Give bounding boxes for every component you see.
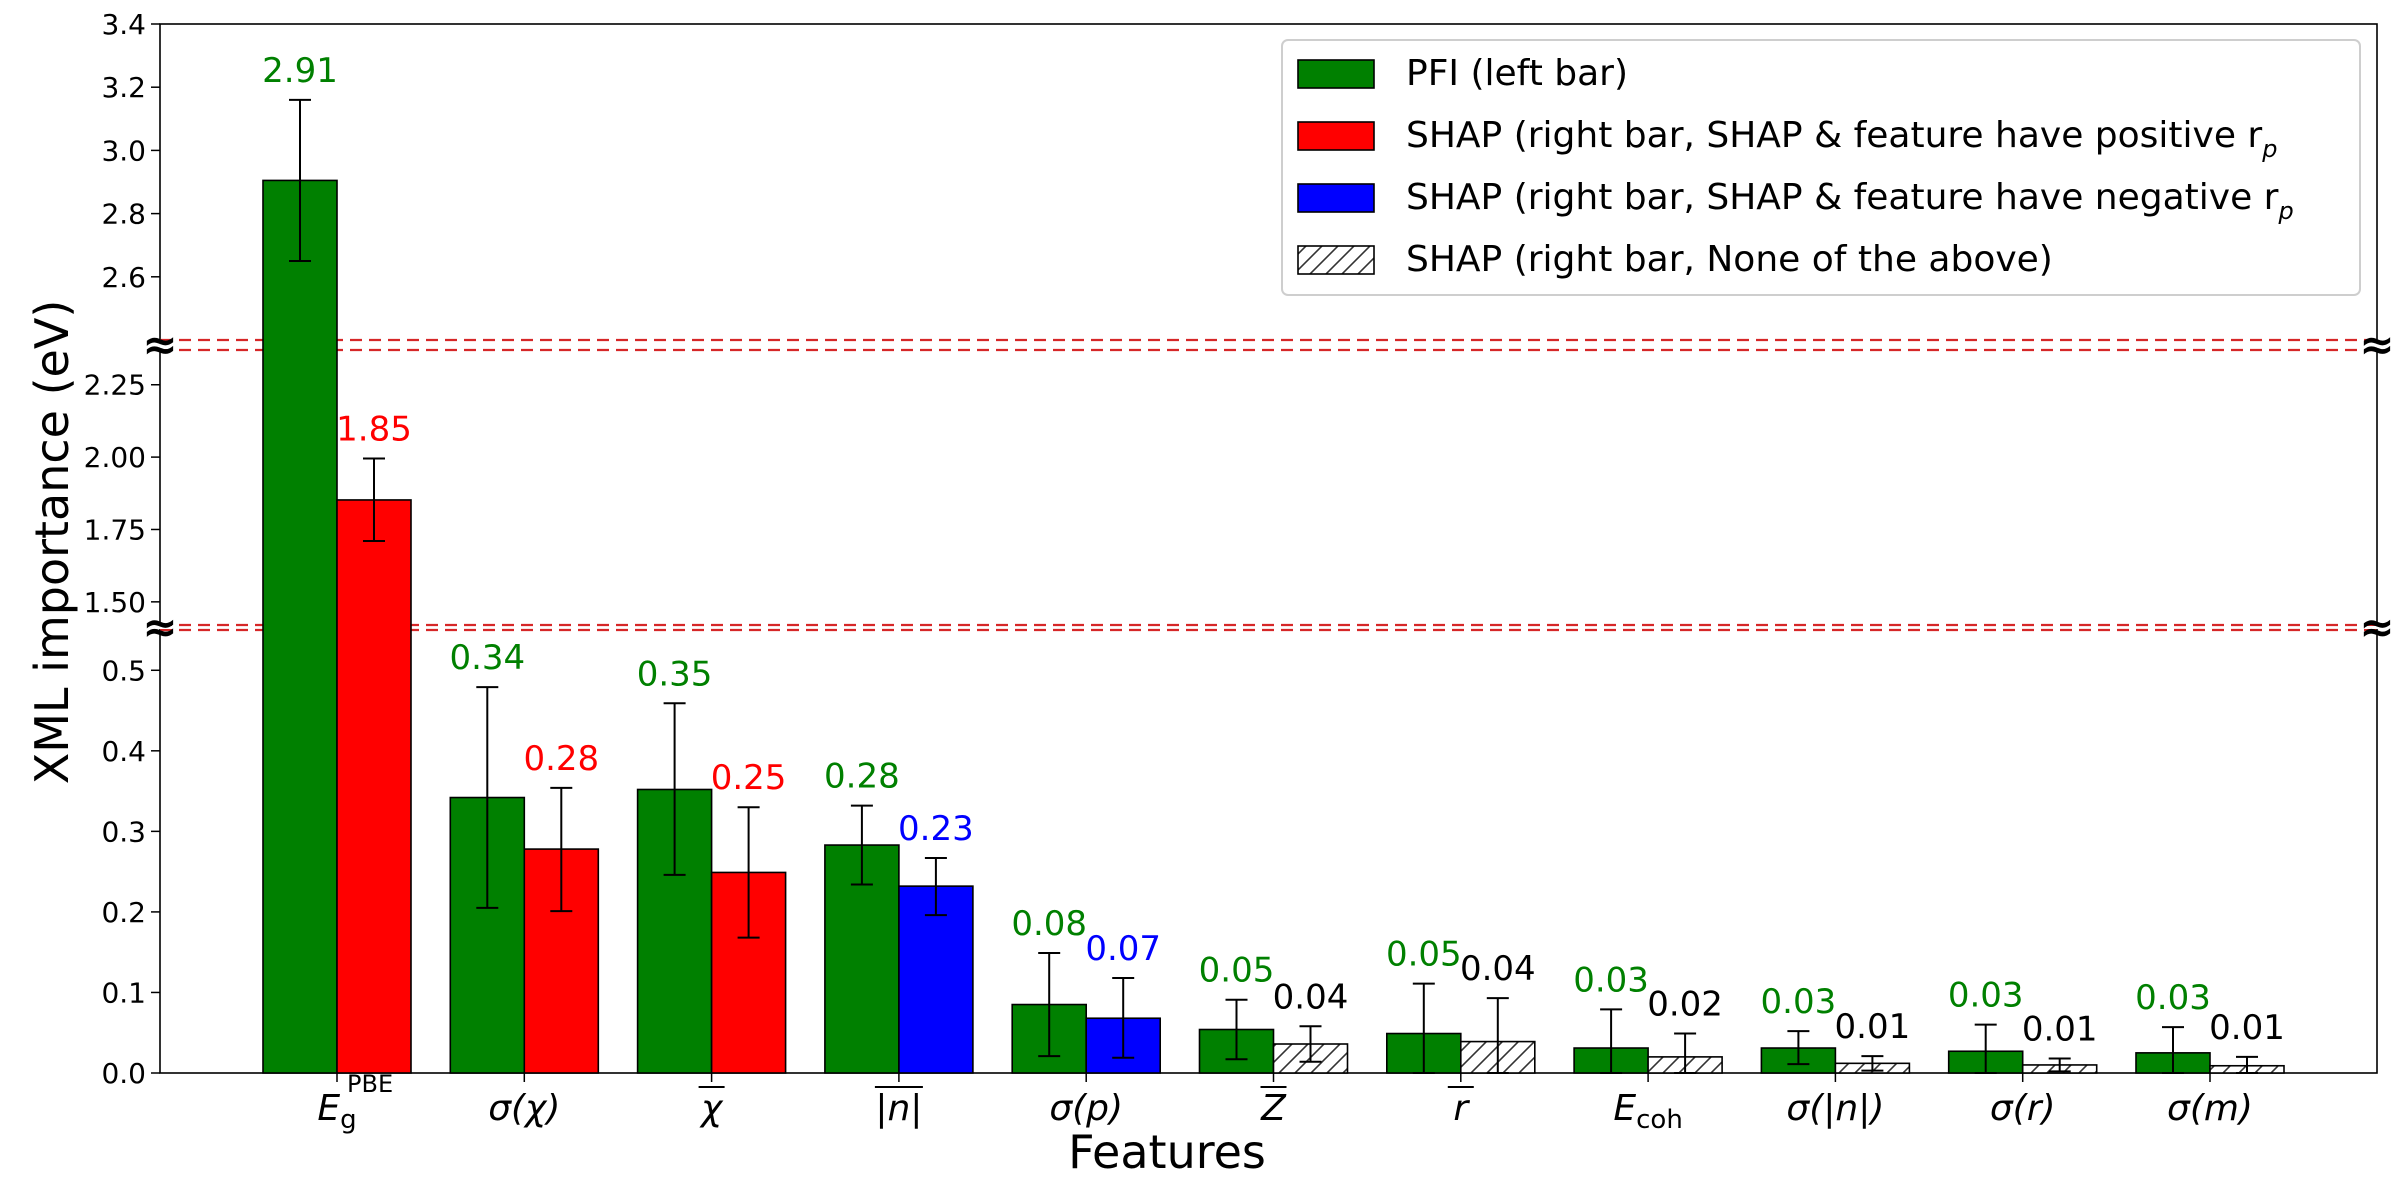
x-tick-label: σ(p): [1049, 1088, 1123, 1129]
y-tick-label: 3.0: [101, 134, 146, 167]
x-tick-label: σ(χ): [488, 1088, 560, 1129]
shap-data-label: 0.01: [2209, 1008, 2285, 1048]
shap-bar: [336, 499, 412, 1074]
x-tick-label-sup: PBE: [347, 1070, 393, 1098]
shap-data-label: 0.07: [1085, 929, 1161, 969]
y-axis-title: XML importance (eV): [25, 300, 79, 785]
legend-label: SHAP (right bar, SHAP & feature have pos…: [1406, 115, 2277, 163]
legend-label: SHAP (right bar, SHAP & feature have neg…: [1406, 177, 2294, 225]
shap-data-label: 0.01: [1835, 1007, 1911, 1047]
y-tick-label: 2.6: [101, 261, 146, 294]
x-tick-label: Eg: [317, 1088, 356, 1135]
y-tick-label: 2.00: [84, 441, 146, 474]
x-tick-label: σ(m): [2167, 1088, 2253, 1129]
shap-bar: [710, 871, 787, 1074]
pfi-data-label: 0.28: [824, 757, 900, 797]
y-tick-label: 0.1: [101, 976, 146, 1009]
axis-break-marker: ≈: [142, 603, 177, 652]
y-tick-label: 0.0: [101, 1057, 146, 1090]
pfi-data-label: 0.08: [1011, 904, 1087, 944]
legend-label: SHAP (right bar, None of the above): [1406, 239, 2053, 280]
pfi-data-label: 0.03: [1761, 982, 1837, 1022]
legend-swatch: [1297, 121, 1375, 151]
axis-break-gap: [2365, 626, 2389, 629]
legend-swatch: [1297, 59, 1375, 89]
axis-break-marker: ≈: [2359, 320, 2394, 369]
shap-data-label: 0.04: [1460, 949, 1536, 989]
y-tick-label: 2.25: [84, 369, 146, 402]
pfi-data-label: 0.05: [1386, 935, 1462, 975]
y-tick-label: 2.8: [101, 198, 146, 231]
x-tick-label: σ(|n|): [1786, 1088, 1884, 1129]
y-tick-label: 0.2: [101, 896, 146, 929]
axis-break-gap: [148, 626, 172, 629]
pfi-data-label: 0.03: [1948, 976, 2024, 1016]
x-tick-label: χ: [699, 1088, 724, 1129]
pfi-data-label: 0.03: [1573, 960, 1649, 1000]
x-tick-label: Ecoh: [1613, 1088, 1682, 1135]
legend-swatch: [1297, 245, 1375, 275]
y-tick-label: 1.75: [84, 513, 146, 546]
plot-area: 0.0 0.1 0.2 0.3 0.4 0.5 1.50 1.75 2.00 2.25 2.6 2.8…: [84, 8, 2395, 1135]
x-tick-label: |n|: [875, 1088, 922, 1129]
y-tick-label: 3.2: [101, 71, 146, 104]
y-tick-label: 1.50: [84, 586, 146, 619]
pfi-data-label: 0.34: [449, 638, 525, 678]
pfi-bar: [262, 179, 338, 1074]
x-tick-label: σ(r): [1990, 1088, 2056, 1129]
x-axis-title: Features: [1068, 1125, 1266, 1179]
shap-data-label: 0.23: [898, 809, 974, 849]
legend-label: PFI (left bar): [1406, 53, 1628, 94]
shap-data-label: 0.04: [1273, 977, 1349, 1017]
axis-break-marker: ≈: [142, 320, 177, 369]
y-tick-label: 0.3: [101, 815, 146, 848]
shap-data-label: 0.28: [523, 739, 599, 779]
pfi-data-label: 2.91: [262, 51, 338, 91]
legend: PFI (left bar) SHAP (right bar, SHAP & fe…: [1281, 39, 2361, 296]
shap-data-label: 0.01: [2022, 1010, 2098, 1050]
legend-box: [1281, 39, 2361, 296]
x-tick-label: r: [1453, 1088, 1470, 1129]
y-tick-label: 0.5: [101, 654, 146, 687]
shap-data-label: 1.85: [336, 410, 412, 450]
shap-data-label: 0.25: [711, 758, 787, 798]
pfi-data-label: 0.05: [1199, 951, 1275, 991]
x-tick-label: Z: [1260, 1088, 1287, 1129]
pfi-data-label: 0.35: [637, 654, 713, 694]
axis-break-gap: [2365, 341, 2389, 349]
pfi-data-label: 0.03: [2135, 978, 2211, 1018]
y-tick-label: 3.4: [101, 8, 146, 41]
legend-swatch: [1297, 183, 1375, 213]
axis-break-marker: ≈: [2359, 603, 2394, 652]
axis-break-gap: [148, 341, 172, 349]
shap-data-label: 0.02: [1647, 985, 1723, 1025]
y-tick-label: 0.4: [101, 735, 146, 768]
